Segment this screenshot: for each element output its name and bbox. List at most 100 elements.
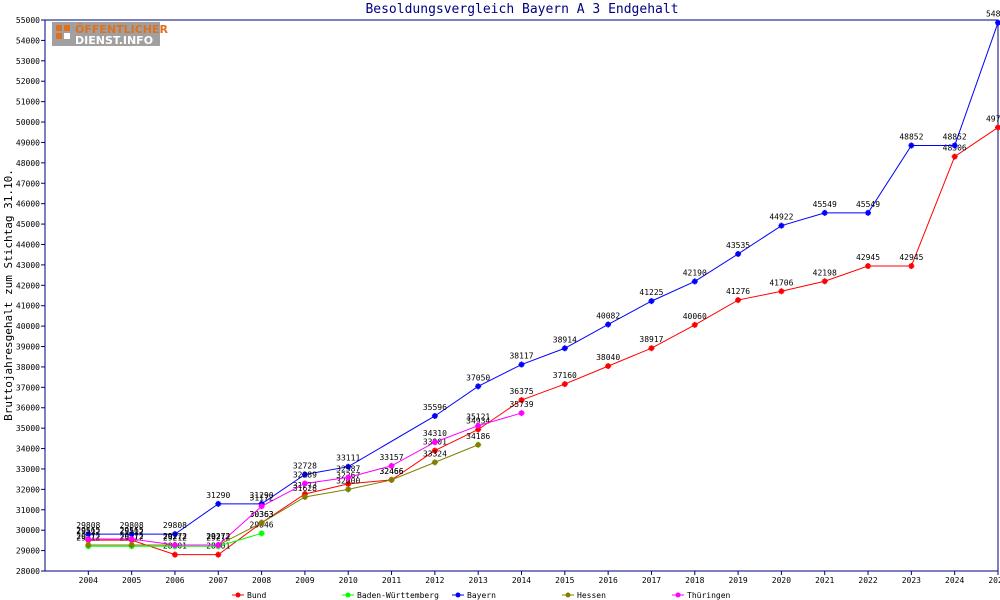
x-tick-label: 2005 bbox=[122, 576, 141, 585]
data-label: 41706 bbox=[769, 278, 793, 287]
x-tick-label: 2020 bbox=[772, 576, 791, 585]
x-tick-label: 2015 bbox=[555, 576, 574, 585]
y-tick-label: 47000 bbox=[16, 179, 40, 188]
y-tick-label: 51000 bbox=[16, 98, 40, 107]
data-label: 32466 bbox=[379, 467, 403, 476]
data-label: 44922 bbox=[769, 213, 793, 222]
y-tick-label: 44000 bbox=[16, 240, 40, 249]
y-tick-label: 46000 bbox=[16, 200, 40, 209]
data-label: 40082 bbox=[596, 311, 620, 320]
data-point bbox=[431, 459, 438, 466]
legend-item: Thüringen bbox=[672, 591, 731, 600]
data-label: 38914 bbox=[553, 335, 577, 344]
data-label: 29808 bbox=[163, 521, 187, 530]
data-point bbox=[691, 321, 698, 328]
data-point bbox=[258, 530, 265, 537]
data-label: 31290 bbox=[206, 491, 230, 500]
data-label: 29272 bbox=[206, 532, 230, 541]
y-tick-label: 37000 bbox=[16, 383, 40, 392]
data-point bbox=[128, 531, 135, 538]
data-label: 45549 bbox=[856, 200, 880, 209]
data-point bbox=[301, 480, 308, 487]
data-point bbox=[518, 397, 525, 404]
y-tick-label: 32000 bbox=[16, 485, 40, 494]
x-tick-label: 2019 bbox=[728, 576, 747, 585]
data-point bbox=[605, 321, 612, 328]
logo-line1: ÖFFENTLICHER bbox=[75, 22, 168, 36]
legend-swatch-marker bbox=[565, 592, 571, 598]
x-tick-label: 2013 bbox=[469, 576, 488, 585]
data-label: 30363 bbox=[250, 510, 274, 519]
data-point bbox=[691, 278, 698, 285]
y-tick-label: 40000 bbox=[16, 322, 40, 331]
x-tick-label: 2009 bbox=[295, 576, 314, 585]
y-tick-label: 41000 bbox=[16, 302, 40, 311]
legend-item: Bayern bbox=[452, 591, 496, 600]
data-label: 30363 bbox=[250, 510, 274, 519]
x-tick-label: 2006 bbox=[165, 576, 184, 585]
y-tick-label: 33000 bbox=[16, 465, 40, 474]
series-line bbox=[88, 127, 999, 556]
x-axis-ticks: 2004 2005 2006 2007 2008 2009 2010 2011 2012 2013… bbox=[79, 571, 1000, 585]
x-tick-label: 2024 bbox=[945, 576, 964, 585]
data-point bbox=[475, 441, 482, 448]
data-label: 29212 bbox=[206, 533, 230, 542]
data-label: 42945 bbox=[856, 253, 880, 262]
data-point bbox=[345, 474, 352, 481]
data-label: 41225 bbox=[639, 288, 663, 297]
data-label: 38040 bbox=[596, 353, 620, 362]
y-tick-label: 39000 bbox=[16, 343, 40, 352]
y-tick-label: 34000 bbox=[16, 445, 40, 454]
y-tick-label: 50000 bbox=[16, 118, 40, 127]
y-tick-label: 53000 bbox=[16, 57, 40, 66]
data-point bbox=[431, 412, 438, 419]
data-point bbox=[258, 519, 265, 526]
data-label: 42945 bbox=[899, 253, 923, 262]
data-label: 32728 bbox=[293, 462, 317, 471]
data-point bbox=[951, 142, 958, 149]
data-label: 29565 bbox=[76, 526, 100, 535]
data-label: 35739 bbox=[509, 400, 533, 409]
y-tick-label: 45000 bbox=[16, 220, 40, 229]
data-label: 32587 bbox=[336, 464, 360, 473]
data-label: 34186 bbox=[466, 432, 490, 441]
data-label: 34310 bbox=[423, 429, 447, 438]
x-tick-label: 2012 bbox=[425, 576, 444, 585]
data-label: 29272 bbox=[163, 532, 187, 541]
data-point bbox=[908, 263, 915, 270]
data-label: 29272 bbox=[206, 532, 230, 541]
legend-swatch-marker bbox=[455, 592, 461, 598]
data-point bbox=[171, 531, 178, 538]
series-thüringen: 29565 29565 29272 29272 31172 32289 32587 33157… bbox=[76, 400, 534, 549]
data-point bbox=[301, 471, 308, 478]
x-tick-label: 2023 bbox=[902, 576, 921, 585]
data-label: 48852 bbox=[943, 132, 967, 141]
y-axis-label: Bruttojahresgehalt zum Stichtag 31.10. bbox=[2, 169, 15, 421]
data-label: 29808 bbox=[120, 521, 144, 530]
data-point bbox=[865, 209, 872, 216]
legend-swatch-marker bbox=[235, 592, 241, 598]
data-label: 29565 bbox=[120, 526, 144, 535]
x-tick-label: 2004 bbox=[79, 576, 98, 585]
y-tick-label: 48000 bbox=[16, 159, 40, 168]
y-tick-label: 49000 bbox=[16, 138, 40, 147]
data-label: 33157 bbox=[379, 453, 403, 462]
y-tick-label: 42000 bbox=[16, 281, 40, 290]
chart-title: Besoldungsvergleich Bayern A 3 Endgehalt bbox=[365, 2, 678, 17]
data-label: 54868 bbox=[986, 10, 1000, 19]
data-label: 37160 bbox=[553, 371, 577, 380]
data-label: 36375 bbox=[509, 387, 533, 396]
y-tick-label: 43000 bbox=[16, 261, 40, 270]
series-layer: 2951229512288012880130363317733226732466… bbox=[76, 10, 1000, 558]
x-tick-label: 2017 bbox=[642, 576, 661, 585]
data-point bbox=[171, 551, 178, 558]
data-point bbox=[128, 542, 135, 549]
data-label: 32466 bbox=[379, 467, 403, 476]
series-line bbox=[88, 444, 479, 546]
legend-label: Bayern bbox=[467, 591, 496, 600]
logo-line2: DIENST.INFO bbox=[75, 34, 153, 47]
y-tick-label: 31000 bbox=[16, 506, 40, 515]
x-tick-label: 2016 bbox=[599, 576, 618, 585]
y-tick-label: 54000 bbox=[16, 36, 40, 45]
